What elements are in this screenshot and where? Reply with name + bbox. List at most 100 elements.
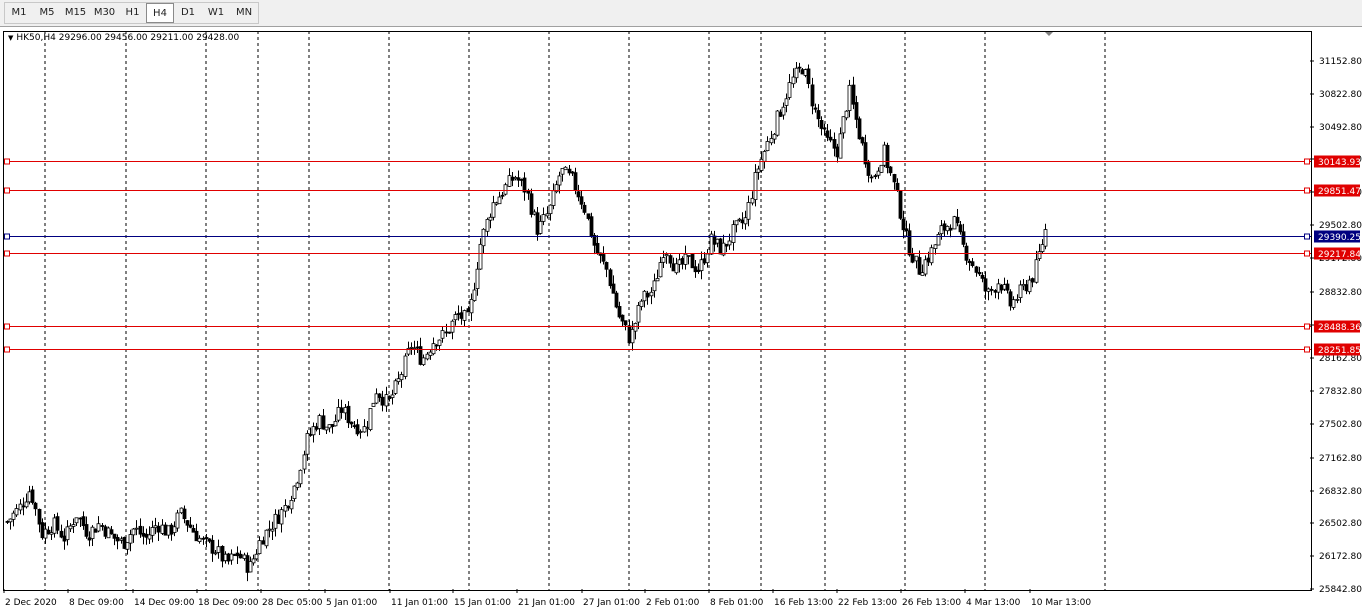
candle-body: [166, 525, 171, 536]
candle-body: [690, 254, 695, 269]
candle-body: [595, 242, 600, 255]
level-line-handle-right[interactable]: [1304, 250, 1310, 257]
candle-body: [892, 174, 897, 183]
y-axis-label: 25842.80: [1319, 585, 1362, 595]
ohlc-open: 29296.00: [58, 33, 102, 43]
candle-body: [207, 538, 212, 542]
candle-body: [693, 266, 698, 273]
timeframe-mn-button[interactable]: MN: [235, 7, 253, 18]
candle-body: [753, 172, 758, 200]
candle-body: [358, 431, 363, 433]
candle-body: [30, 489, 35, 503]
timeframe-h4-button[interactable]: H4: [146, 3, 174, 23]
x-axis-label: 10 Mar 13:00: [1031, 598, 1091, 608]
candle-body: [775, 110, 780, 136]
timeframe-d1-button[interactable]: D1: [180, 7, 196, 18]
candle-body: [709, 233, 714, 255]
candle-body: [586, 213, 591, 219]
timeframe-m1-button[interactable]: M1: [11, 7, 27, 18]
candle-body: [910, 253, 915, 263]
candle-body: [81, 516, 86, 527]
candle-body: [507, 175, 512, 187]
chart-shift-marker-icon[interactable]: [1044, 31, 1054, 36]
candle-body: [346, 405, 351, 424]
x-axis-label: 5 Jan 01:00: [326, 598, 378, 608]
candle-body: [936, 234, 941, 246]
timeframe-m30-button[interactable]: M30: [93, 7, 116, 18]
candle-body: [1024, 284, 1029, 292]
level-line-handle-right[interactable]: [1304, 346, 1310, 353]
candle-body: [283, 505, 288, 512]
candle-body: [601, 254, 606, 262]
candle-body: [182, 508, 187, 520]
candle-body: [784, 98, 789, 106]
y-axis-label: 29502.80: [1319, 221, 1362, 231]
price-chart[interactable]: 31152.8030822.8030492.8030162.8029832.80…: [0, 27, 1362, 614]
candle-body: [52, 517, 57, 534]
candle-body: [538, 220, 543, 234]
candle-body: [734, 220, 739, 226]
x-axis-label: 27 Jan 01:00: [583, 598, 640, 608]
price-level-label: 29851.47: [1318, 187, 1361, 197]
dropdown-triangle-icon[interactable]: ▼: [8, 34, 14, 42]
candle-body: [819, 120, 824, 129]
candle-body: [974, 266, 979, 273]
timeframe-h1-button[interactable]: H1: [125, 7, 140, 18]
candle-body: [702, 258, 707, 264]
level-line-handle-right[interactable]: [1304, 323, 1310, 330]
chart-window[interactable]: 31152.8030822.8030492.8030162.8029832.80…: [0, 27, 1362, 614]
level-line-handle-right[interactable]: [1304, 233, 1310, 240]
candle-body: [604, 262, 609, 270]
level-line-handle-left[interactable]: [4, 323, 10, 330]
candle-body: [955, 216, 960, 224]
candle-body: [1002, 284, 1007, 290]
candle-body: [664, 254, 669, 257]
level-line-handle-left[interactable]: [4, 346, 10, 353]
candle-body: [633, 323, 638, 332]
candle-body: [371, 402, 376, 407]
timeframe-w1-button[interactable]: W1: [207, 7, 225, 18]
level-line-handle-left[interactable]: [4, 158, 10, 165]
candle-body: [71, 524, 76, 527]
candle-body: [472, 289, 477, 301]
candle-body: [1015, 298, 1020, 301]
level-line-handle-left[interactable]: [4, 233, 10, 240]
timeframe-m15-button[interactable]: M15: [64, 7, 87, 18]
candle-body: [112, 533, 117, 539]
candle-body: [368, 408, 373, 430]
candle-body: [778, 111, 783, 117]
candle-body: [885, 144, 890, 169]
candle-body: [160, 524, 165, 534]
candle-body: [292, 485, 297, 500]
candle-body: [797, 66, 802, 69]
timeframe-m5-button[interactable]: M5: [39, 7, 55, 18]
candle-body: [731, 224, 736, 243]
candle-body: [175, 512, 180, 529]
candle-body: [939, 225, 944, 235]
candle-body: [832, 139, 837, 149]
candle-body: [27, 491, 32, 503]
candle-body: [336, 406, 341, 421]
candle-body: [141, 532, 146, 537]
candle-body: [933, 244, 938, 249]
candle-body: [904, 228, 909, 232]
candle-body: [40, 522, 45, 539]
candle-body: [696, 269, 701, 272]
candle-body: [257, 540, 262, 555]
candle-body: [592, 234, 597, 246]
candle-body: [425, 353, 430, 360]
candle-body: [529, 193, 534, 215]
level-line-handle-right[interactable]: [1304, 187, 1310, 194]
candle-body: [677, 259, 682, 265]
candle-body: [305, 433, 310, 455]
y-axis-label: 26502.80: [1319, 519, 1362, 529]
x-axis-label: 26 Feb 13:00: [902, 598, 961, 608]
candle-body: [1008, 291, 1013, 307]
level-line-handle-left[interactable]: [4, 250, 10, 257]
candle-body: [642, 290, 647, 302]
level-line-handle-right[interactable]: [1304, 158, 1310, 165]
candle-body: [355, 424, 360, 435]
candle-body: [37, 508, 42, 525]
candle-body: [503, 184, 508, 195]
level-line-handle-left[interactable]: [4, 187, 10, 194]
